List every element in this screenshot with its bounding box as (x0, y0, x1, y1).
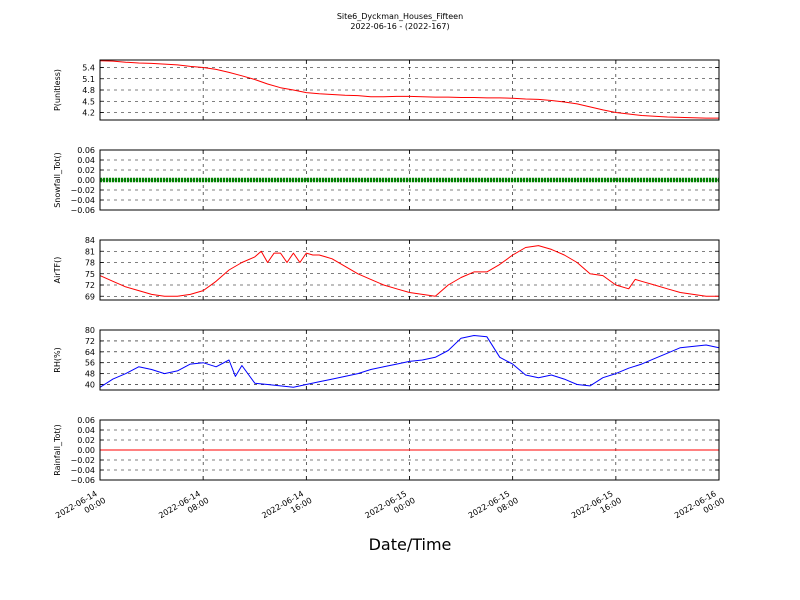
y-tick-label: 80 (85, 326, 95, 335)
y-axis-label: P(unitless) (53, 69, 62, 111)
y-tick-label: 84 (85, 236, 95, 245)
y-tick-label: 0.02 (77, 166, 95, 175)
y-tick-label: 72 (85, 281, 95, 290)
subplot-3: 40 48 56 64 72 80 RH(%) (53, 326, 720, 391)
axes-frame (99, 239, 720, 301)
y-tick-label: 81 (85, 247, 95, 256)
y-tick-label: 4.8 (82, 86, 95, 95)
chart-subtitle: 2022-06-16 - (2022-167) (350, 22, 449, 31)
series-line-2-0 (99, 245, 719, 297)
y-tick-label: 56 (85, 359, 95, 368)
subplots: 4.24.54.85.15.4P(unitless)−0.06−0.04−0.0… (53, 59, 720, 485)
y-tick-label: 69 (85, 292, 95, 301)
y-tick-label: 4.5 (82, 97, 95, 106)
subplot-4: −0.06−0.04−0.020.000.020.040.06 Rainfall_… (53, 416, 720, 485)
y-tick-label: −0.04 (70, 466, 95, 475)
y-axis-label: AirTF() (53, 257, 62, 284)
y-tick-label: 72 (85, 337, 95, 346)
y-tick-label: −0.02 (70, 186, 95, 195)
axes-frame (99, 419, 720, 481)
y-tick-label: 0.04 (77, 156, 95, 165)
y-tick-label: 0.06 (77, 416, 95, 425)
y-tick-label: 5.4 (82, 64, 95, 73)
subplot-1: −0.06−0.04−0.020.000.020.040.06 Snowfall_… (53, 146, 720, 215)
y-tick-label: 0.04 (77, 426, 95, 435)
axes-frame (99, 329, 720, 391)
y-tick-label: 40 (85, 381, 95, 390)
y-tick-label: −0.04 (70, 196, 95, 205)
y-axis-label: RH(%) (53, 347, 62, 372)
axes-frame (99, 149, 720, 211)
y-tick-label: −0.02 (70, 456, 95, 465)
y-tick-label: 0.02 (77, 436, 95, 445)
y-tick-label: 64 (85, 348, 95, 357)
y-tick-label: −0.06 (70, 476, 95, 485)
subplot-2: 69 72 75 78 81 84 AirTF() (53, 236, 720, 301)
chart-title: Site6_Dyckman_Houses_Fifteen (337, 12, 463, 21)
series-line-3-0 (99, 335, 720, 388)
y-tick-label: 4.2 (82, 109, 95, 118)
axes-frame (99, 59, 720, 121)
series-line-0-0 (99, 60, 719, 119)
y-tick-label: 75 (85, 270, 95, 279)
x-axis-label: Date/Time (369, 535, 452, 554)
y-axis-label: Rainfall_Tot() (53, 424, 62, 476)
y-tick-label: 48 (85, 370, 95, 379)
y-tick-label: 0.00 (77, 176, 95, 185)
subplot-0: 4.2 4.5 4.8 5.1 5.4 P(unitless) (53, 59, 720, 121)
y-tick-label: −0.06 (70, 206, 95, 215)
y-tick-label: 0.06 (77, 146, 95, 155)
y-tick-label: 0.00 (77, 446, 95, 455)
y-tick-label: 5.1 (82, 75, 95, 84)
y-tick-label: 78 (85, 259, 95, 268)
y-axis-label: Snowfall_Tot() (53, 152, 62, 208)
